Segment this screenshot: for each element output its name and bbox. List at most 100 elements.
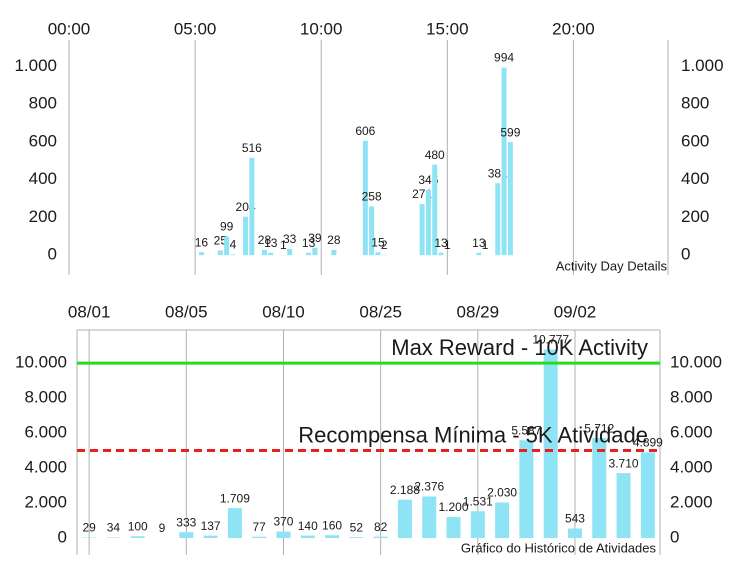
bar — [325, 535, 340, 539]
data-label: 606 — [355, 124, 375, 138]
reference-label: Recompensa Mínima - 5K Atividade — [298, 422, 648, 447]
data-label: 15 — [371, 236, 385, 250]
bar — [268, 252, 274, 256]
y-tick-label: 2.000 — [24, 493, 67, 512]
y-tick-label-right: 0 — [670, 528, 679, 547]
bar — [640, 452, 655, 539]
data-label: 10.777 — [532, 333, 569, 347]
bar — [349, 537, 364, 539]
x-tick-label: 05:00 — [174, 19, 217, 38]
data-label: 137 — [201, 519, 221, 533]
y-tick-label-right: 400 — [681, 169, 709, 188]
bar — [519, 440, 534, 539]
data-label: 4.899 — [633, 435, 663, 449]
y-tick-label: 1.000 — [14, 56, 57, 75]
data-label: 100 — [128, 519, 148, 533]
bar — [419, 204, 425, 256]
data-label: 994 — [494, 51, 514, 65]
y-tick-label-right: 800 — [681, 94, 709, 113]
data-label: 28 — [258, 233, 272, 247]
data-label: 480 — [425, 148, 445, 162]
data-label: 2.188 — [390, 483, 420, 497]
bar — [470, 511, 485, 539]
data-label: 370 — [273, 515, 293, 529]
bar — [230, 254, 236, 256]
data-label: 52 — [350, 520, 364, 534]
x-tick-label: 08/29 — [457, 302, 500, 321]
bar — [198, 252, 204, 256]
bar — [432, 164, 438, 256]
y-tick-label-right: 2.000 — [670, 493, 713, 512]
data-label: 13 — [302, 236, 316, 250]
x-tick-label: 09/02 — [554, 302, 597, 321]
bar — [495, 502, 510, 539]
y-tick-label-right: 600 — [681, 131, 709, 150]
bar — [397, 499, 412, 539]
data-label: 1.709 — [220, 491, 250, 505]
y-tick-label-right: 4.000 — [670, 458, 713, 477]
y-tick-label: 0 — [58, 528, 67, 547]
data-label: 599 — [500, 125, 520, 139]
bar — [369, 206, 375, 256]
bar — [252, 536, 267, 539]
y-tick-label-right: 200 — [681, 207, 709, 226]
data-label: 39 — [308, 231, 322, 245]
bar — [227, 508, 242, 539]
data-label: 4 — [230, 238, 237, 252]
bar — [373, 536, 388, 539]
y-tick-label-right: 1.000 — [681, 56, 724, 75]
data-label: 77 — [253, 520, 267, 534]
bar — [106, 537, 121, 539]
data-label: 140 — [298, 519, 318, 533]
y-tick-label: 10.000 — [15, 353, 67, 372]
data-label: 29 — [82, 521, 96, 535]
bar — [203, 535, 218, 539]
data-label: 2.376 — [414, 480, 444, 494]
x-tick-label: 08/05 — [165, 302, 208, 321]
bar — [249, 157, 255, 256]
data-label: 25 — [214, 234, 228, 248]
data-label: 543 — [565, 512, 585, 526]
bar — [261, 249, 267, 256]
x-tick-label: 10:00 — [300, 19, 343, 38]
bar — [306, 252, 312, 256]
data-label: 1 — [444, 238, 451, 252]
bar — [507, 142, 513, 256]
bar — [82, 537, 97, 539]
bar — [300, 535, 315, 539]
bar — [243, 216, 249, 256]
bar — [446, 517, 461, 539]
bar — [495, 183, 501, 256]
data-label: 258 — [362, 190, 382, 204]
bar — [438, 252, 444, 256]
bar — [425, 189, 431, 256]
data-label: 34 — [107, 521, 121, 535]
bar — [362, 140, 368, 256]
y-tick-label: 4.000 — [24, 458, 67, 477]
x-tick-label: 20:00 — [552, 19, 595, 38]
bar — [217, 250, 223, 256]
bar — [276, 531, 291, 539]
bar — [476, 252, 482, 256]
y-tick-label: 0 — [48, 245, 57, 264]
bar — [179, 532, 194, 539]
data-label: 13 — [264, 236, 278, 250]
data-label: 1.531 — [463, 494, 493, 508]
reference-label: Max Reward - 10K Activity — [391, 335, 648, 360]
data-label: 5.587 — [511, 423, 541, 437]
data-label: 13 — [434, 236, 448, 250]
data-label: 2.030 — [487, 486, 517, 500]
chart-caption: Gráfico do Histórico de Atividades — [461, 540, 657, 555]
y-tick-label: 200 — [29, 207, 57, 226]
chart-caption: Activity Day Details — [556, 258, 668, 273]
y-tick-label-right: 10.000 — [670, 353, 722, 372]
y-tick-label: 8.000 — [24, 388, 67, 407]
bar — [543, 349, 558, 539]
data-label: 13 — [472, 236, 486, 250]
data-label: 82 — [374, 520, 388, 534]
y-tick-label: 400 — [29, 169, 57, 188]
data-label: 1.200 — [439, 500, 469, 514]
x-tick-label: 08/25 — [359, 302, 402, 321]
data-label: 99 — [220, 220, 234, 234]
